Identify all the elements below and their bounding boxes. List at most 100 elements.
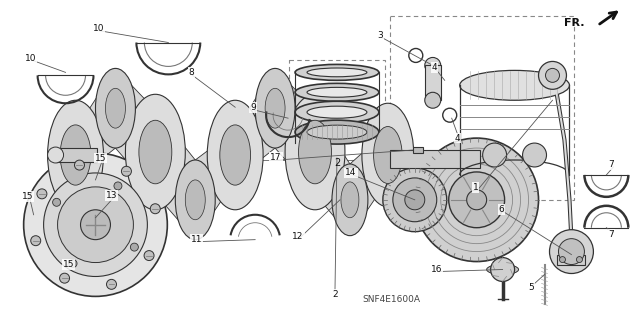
Ellipse shape [559,256,566,263]
Ellipse shape [220,125,250,185]
Ellipse shape [362,103,414,207]
Text: 3: 3 [377,31,383,40]
Text: 13: 13 [106,191,117,200]
Ellipse shape [483,143,507,167]
Ellipse shape [175,160,215,240]
Ellipse shape [74,160,84,170]
Text: 6: 6 [499,205,504,214]
FancyBboxPatch shape [390,16,575,200]
Ellipse shape [522,143,547,167]
Polygon shape [156,110,195,240]
Ellipse shape [307,125,367,139]
Ellipse shape [144,251,154,261]
Ellipse shape [577,256,582,263]
Bar [557,255,586,264]
Text: 7: 7 [609,230,614,239]
Ellipse shape [122,166,131,176]
Ellipse shape [538,62,566,89]
Ellipse shape [307,87,367,97]
Text: 12: 12 [292,232,304,241]
Ellipse shape [24,153,167,296]
Ellipse shape [106,279,116,289]
Polygon shape [315,110,350,236]
Text: 2: 2 [334,158,340,168]
Polygon shape [76,68,115,180]
Ellipse shape [486,264,518,274]
Text: FR.: FR. [564,18,584,28]
Text: 1: 1 [473,183,479,192]
Text: 5: 5 [529,283,534,292]
Ellipse shape [139,120,172,184]
Text: 10: 10 [25,54,36,63]
Ellipse shape [295,83,379,101]
Bar [413,147,423,153]
Polygon shape [235,68,275,180]
Text: SNF4E1600A: SNF4E1600A [363,295,421,304]
Text: 7: 7 [609,160,614,169]
Ellipse shape [114,182,122,190]
Bar [425,65,441,100]
Text: 15: 15 [22,192,33,201]
Ellipse shape [44,173,147,277]
Ellipse shape [425,92,441,108]
Ellipse shape [298,120,332,184]
Ellipse shape [265,88,285,128]
Text: 15: 15 [63,260,74,269]
Ellipse shape [393,178,436,222]
Ellipse shape [545,68,559,82]
Polygon shape [275,68,315,194]
Text: 11: 11 [191,235,202,244]
Ellipse shape [374,127,402,183]
Text: 2: 2 [332,290,338,299]
FancyBboxPatch shape [289,60,385,160]
Text: 17: 17 [270,152,282,161]
Ellipse shape [47,100,104,210]
Ellipse shape [37,189,47,199]
Ellipse shape [550,230,593,273]
Ellipse shape [425,57,441,73]
Ellipse shape [449,172,504,228]
Text: 4: 4 [455,134,461,143]
Ellipse shape [60,273,70,283]
Ellipse shape [295,64,379,80]
Ellipse shape [307,106,367,118]
Ellipse shape [559,239,584,264]
Polygon shape [350,130,388,236]
Text: 4: 4 [432,63,438,72]
Ellipse shape [467,190,486,210]
Bar [56,148,97,162]
Ellipse shape [106,88,125,128]
Ellipse shape [460,70,570,100]
Text: 15: 15 [95,153,106,162]
Ellipse shape [47,147,63,163]
Ellipse shape [52,198,61,206]
Ellipse shape [125,94,186,210]
Text: 9: 9 [250,103,256,112]
Ellipse shape [207,100,263,210]
Text: 10: 10 [93,24,104,33]
Ellipse shape [285,94,345,210]
Polygon shape [195,130,235,240]
Ellipse shape [69,260,77,268]
Text: 16: 16 [431,265,442,274]
Ellipse shape [95,68,136,148]
Ellipse shape [341,182,359,218]
Text: 14: 14 [345,168,356,177]
Ellipse shape [186,180,205,220]
Bar [390,150,479,168]
Ellipse shape [58,187,133,263]
Ellipse shape [255,68,295,148]
Polygon shape [115,68,156,194]
Ellipse shape [31,236,41,246]
Ellipse shape [81,210,111,240]
Ellipse shape [415,138,538,262]
Ellipse shape [295,120,379,144]
Ellipse shape [307,68,367,77]
Ellipse shape [383,168,447,232]
Text: 8: 8 [188,68,194,77]
Ellipse shape [405,190,425,210]
Ellipse shape [332,164,368,236]
Ellipse shape [491,257,515,281]
Ellipse shape [60,125,91,185]
Ellipse shape [295,101,379,123]
